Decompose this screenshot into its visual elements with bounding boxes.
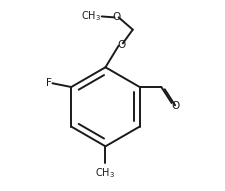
Text: O: O	[170, 101, 178, 111]
Text: CH$_3$: CH$_3$	[80, 9, 100, 23]
Text: O: O	[112, 12, 120, 22]
Text: F: F	[46, 78, 52, 88]
Text: CH$_3$: CH$_3$	[95, 167, 115, 180]
Text: O: O	[117, 40, 125, 50]
